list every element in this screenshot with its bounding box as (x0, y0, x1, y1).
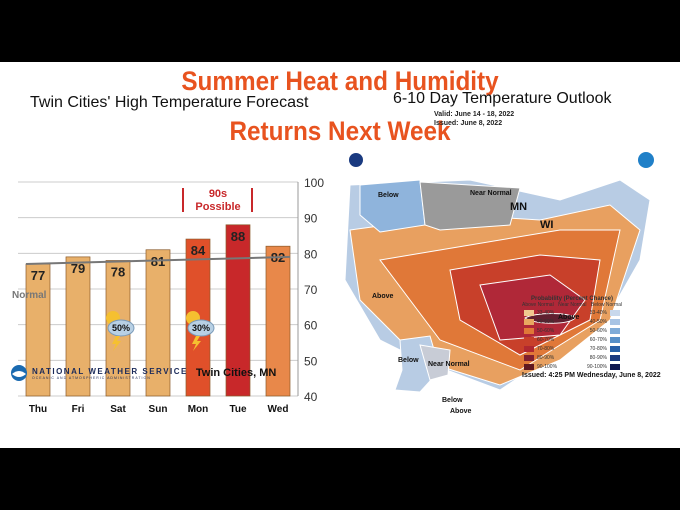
map-label: WI (540, 219, 553, 231)
bar-sun (145, 249, 171, 397)
map-region-9 (419, 344, 451, 381)
bar-thu (25, 263, 51, 397)
legend-row: 70-80% 70-80% (508, 344, 636, 353)
y-tick-label: 80 (304, 247, 318, 261)
x-tick-label: Thu (29, 404, 47, 415)
x-tick-label: Tue (229, 404, 246, 415)
x-tick-label: Sat (110, 404, 126, 415)
bar-value-label: 79 (71, 261, 85, 276)
normal-line (25, 255, 291, 266)
map-region-7 (419, 181, 521, 231)
noaa-logo-icon (11, 365, 27, 381)
y-tick-label: 40 (304, 390, 318, 404)
bar-value-label: 77 (31, 268, 45, 283)
map-label: Near Normal (428, 361, 470, 368)
normal-label: Normal (12, 290, 47, 301)
nws-name: NATIONAL WEATHER SERVICE (32, 366, 188, 376)
legend-row: 33-40% 33-40% (508, 308, 636, 317)
map-legend: Probability (Percent Chance) Above Norma… (508, 296, 636, 371)
bar-fri (65, 256, 91, 397)
bar-value-label: 88 (231, 229, 245, 244)
x-tick-label: Sun (149, 404, 168, 415)
lightning-icon (112, 336, 121, 351)
storm-chance-label: 30% (192, 323, 210, 333)
legend-row: 60-70% 60-70% (508, 335, 636, 344)
x-tick-label: Mon (188, 404, 209, 415)
map-label: Below (398, 357, 419, 364)
noaa-seal-icon (349, 153, 363, 167)
bar-value-label: 78 (111, 264, 125, 279)
bar-wed (265, 245, 291, 397)
y-tick-label: 50 (304, 354, 318, 368)
map-label: MN (510, 201, 527, 213)
office-name: Twin Cities, MN (195, 367, 277, 379)
chart-title: Twin Cities' High Temperature Forecast (30, 94, 309, 111)
storm-chance-label: 50% (112, 323, 130, 333)
legend-row: 90-100% 90-100% (508, 362, 636, 371)
annotation-possible: Possible (195, 201, 240, 213)
map-title: 6-10 Day Temperature Outlook (393, 90, 612, 107)
y-tick-label: 60 (304, 319, 318, 333)
nws-footer: NATIONAL WEATHER SERVICE OCEANIC AND ATMO… (10, 364, 276, 382)
map-issued: Issued: 4:25 PM Wednesday, June 8, 2022 (522, 372, 661, 379)
y-tick-label: 90 (304, 212, 318, 226)
legend-row: 80-90% 80-90% (508, 353, 636, 362)
map-label: Below (378, 192, 399, 199)
map-label: Near Normal (470, 190, 512, 197)
map-region-6 (359, 179, 426, 233)
bar-value-label: 84 (191, 243, 206, 258)
map-label: Below (442, 397, 463, 404)
map-region-5 (524, 313, 576, 324)
y-tick-label: 70 (304, 283, 318, 297)
noaa-logo-icon (638, 152, 654, 168)
legend-row: 40-50% 40-50% (508, 317, 636, 326)
storm-cloud-icon (187, 319, 215, 337)
bar-tue (225, 224, 251, 397)
map-label: Above (372, 293, 394, 300)
map-label: Above (450, 408, 472, 415)
lightning-icon (192, 336, 201, 351)
annotation-90s: 90s (209, 188, 227, 200)
x-tick-label: Fri (72, 404, 85, 415)
noaa-name: OCEANIC AND ATMOSPHERIC ADMINISTRATION (32, 375, 151, 380)
x-tick-label: Wed (268, 404, 289, 415)
headline-line-2: Returns Next Week (229, 116, 451, 146)
storm-cloud-icon (107, 319, 135, 337)
y-tick-label: 100 (304, 176, 324, 190)
headline-line-1: Summer Heat and Humidity (181, 66, 499, 96)
map-valid-dates: Valid: June 14 - 18, 2022 Issued: June 8,… (434, 111, 515, 127)
map-label: Above (558, 314, 580, 321)
legend-row: 50-60% 50-60% (508, 326, 636, 335)
